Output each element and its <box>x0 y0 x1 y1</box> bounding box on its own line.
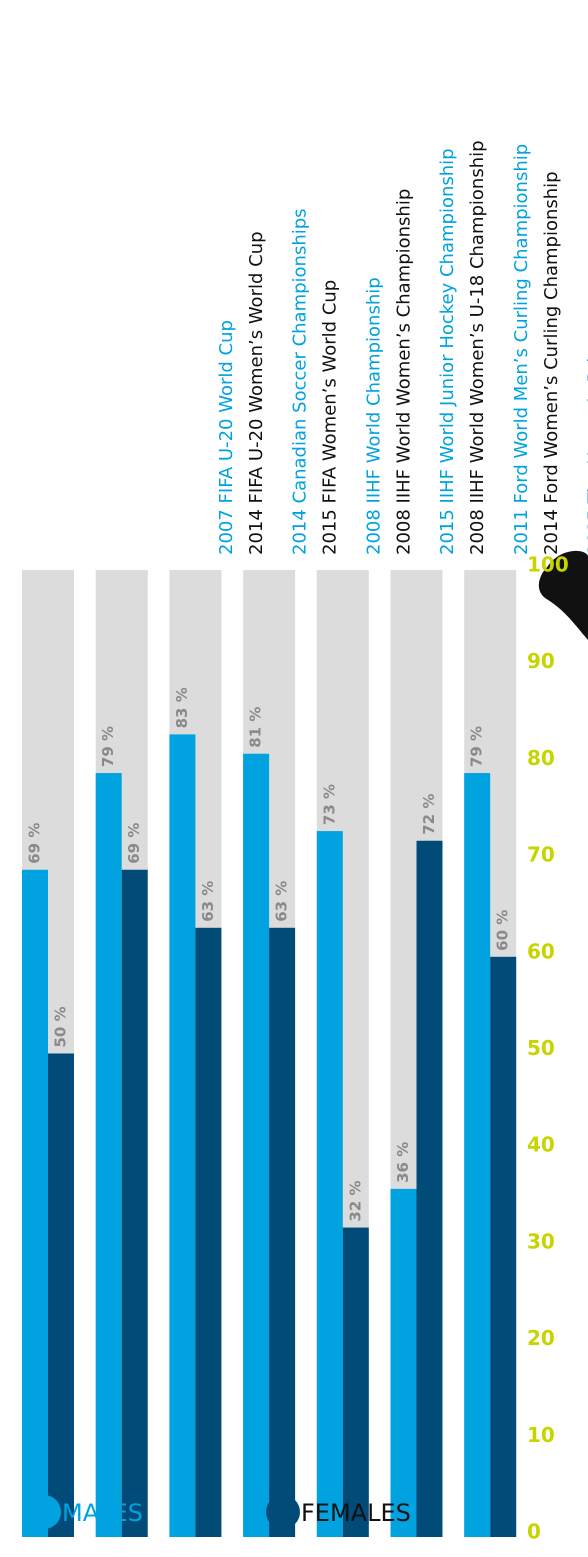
event-label: 2011 Ford World Men’s Curling Championsh… <box>511 144 532 555</box>
y-tick-label: 90 <box>527 649 555 673</box>
legend-label: FEMALES <box>301 1499 411 1527</box>
value-label: 81 % <box>247 707 265 748</box>
event-label: 2015 Tim Horton’s Brier <box>585 339 588 555</box>
bar <box>391 1189 417 1537</box>
y-tick-label: 60 <box>527 939 555 963</box>
value-label: 63 % <box>199 881 217 922</box>
y-tick-label: 40 <box>527 1133 555 1157</box>
bar <box>195 928 221 1537</box>
bar <box>169 734 195 1537</box>
event-label: 2008 IIHF World Women’s Championship <box>393 189 414 555</box>
bar <box>464 773 490 1537</box>
y-tick-label: 100 <box>527 553 569 577</box>
bar <box>48 1054 74 1538</box>
value-label: 73 % <box>320 784 338 825</box>
legend-swatch <box>266 1495 300 1529</box>
event-label: 2008 IIHF World Women’s U-18 Championshi… <box>467 140 488 555</box>
event-label: 2008 IIHF World Championship <box>363 277 384 555</box>
legend-swatch <box>27 1495 61 1529</box>
y-tick-label: 50 <box>527 1036 555 1060</box>
bar <box>317 831 343 1537</box>
value-label: 32 % <box>346 1180 364 1221</box>
value-label: 63 % <box>273 881 291 922</box>
event-label: 2014 Canadian Soccer Championships <box>290 208 311 555</box>
event-label: 2014 Ford Women’s Curling Championship <box>541 171 562 555</box>
bar <box>269 928 295 1537</box>
y-tick-label: 80 <box>527 746 555 770</box>
y-tick-label: 10 <box>527 1423 555 1447</box>
bar <box>96 773 122 1537</box>
value-label: 69 % <box>125 823 143 864</box>
y-tick-label: 70 <box>527 843 555 867</box>
value-label: 79 % <box>99 726 117 767</box>
value-label: 36 % <box>394 1142 412 1183</box>
legend-label: MALES <box>62 1499 143 1527</box>
bar <box>22 870 48 1537</box>
bar <box>122 870 148 1537</box>
value-label: 72 % <box>420 794 438 835</box>
value-label: 50 % <box>52 1006 70 1047</box>
event-label: 2007 FIFA U-20 World Cup <box>216 320 237 555</box>
y-tick-label: 30 <box>527 1229 555 1253</box>
event-label: 2015 IIHF World Junior Hockey Championsh… <box>437 148 458 555</box>
value-label: 69 % <box>26 823 44 864</box>
value-label: 79 % <box>468 726 486 767</box>
bar <box>243 754 269 1537</box>
event-label: 2015 FIFA Women’s World Cup <box>320 280 341 555</box>
bar <box>490 957 516 1537</box>
chart: 0 10 20 30 40 50 60 70 80 90 100 69 % 2007 FIFA U-20… <box>0 0 588 1557</box>
y-tick-label: 20 <box>527 1326 555 1350</box>
value-label: 60 % <box>494 910 512 951</box>
bar <box>417 841 443 1537</box>
bar <box>343 1228 369 1537</box>
event-label: 2014 FIFA U-20 Women’s World Cup <box>246 231 267 555</box>
value-label: 83 % <box>173 687 191 728</box>
y-tick-label: 0 <box>527 1520 541 1544</box>
